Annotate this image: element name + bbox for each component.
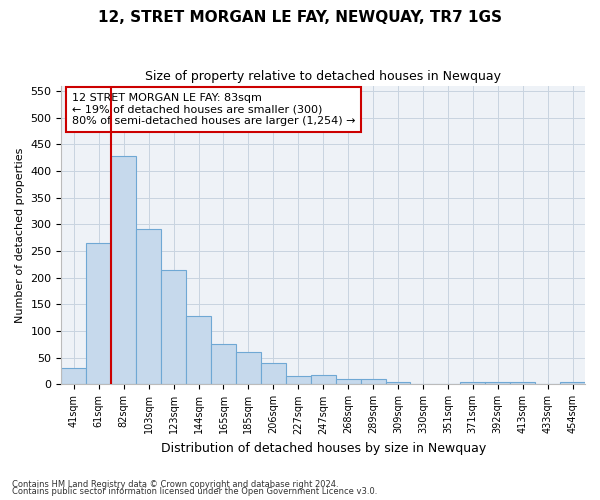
Bar [161, 270, 186, 384]
Text: Contains HM Land Registry data © Crown copyright and database right 2024.: Contains HM Land Registry data © Crown c… [12, 480, 338, 489]
X-axis label: Distribution of detached houses by size in Newquay: Distribution of detached houses by size … [161, 442, 486, 455]
Bar [311, 375, 335, 384]
Bar [286, 376, 311, 384]
Bar [211, 344, 236, 385]
Text: 12, STRET MORGAN LE FAY, NEWQUAY, TR7 1GS: 12, STRET MORGAN LE FAY, NEWQUAY, TR7 1G… [98, 10, 502, 25]
Bar [560, 382, 585, 384]
Bar [335, 379, 361, 384]
Bar [186, 316, 211, 384]
Bar [361, 379, 386, 384]
Bar [236, 352, 261, 384]
Bar [111, 156, 136, 384]
Bar [386, 382, 410, 384]
Y-axis label: Number of detached properties: Number of detached properties [15, 148, 25, 322]
Bar [86, 243, 111, 384]
Bar [460, 382, 485, 384]
Bar [485, 382, 510, 384]
Bar [136, 229, 161, 384]
Bar [510, 382, 535, 384]
Text: 12 STRET MORGAN LE FAY: 83sqm
← 19% of detached houses are smaller (300)
80% of : 12 STRET MORGAN LE FAY: 83sqm ← 19% of d… [72, 93, 355, 126]
Title: Size of property relative to detached houses in Newquay: Size of property relative to detached ho… [145, 70, 501, 83]
Bar [261, 363, 286, 384]
Text: Contains public sector information licensed under the Open Government Licence v3: Contains public sector information licen… [12, 487, 377, 496]
Bar [61, 368, 86, 384]
